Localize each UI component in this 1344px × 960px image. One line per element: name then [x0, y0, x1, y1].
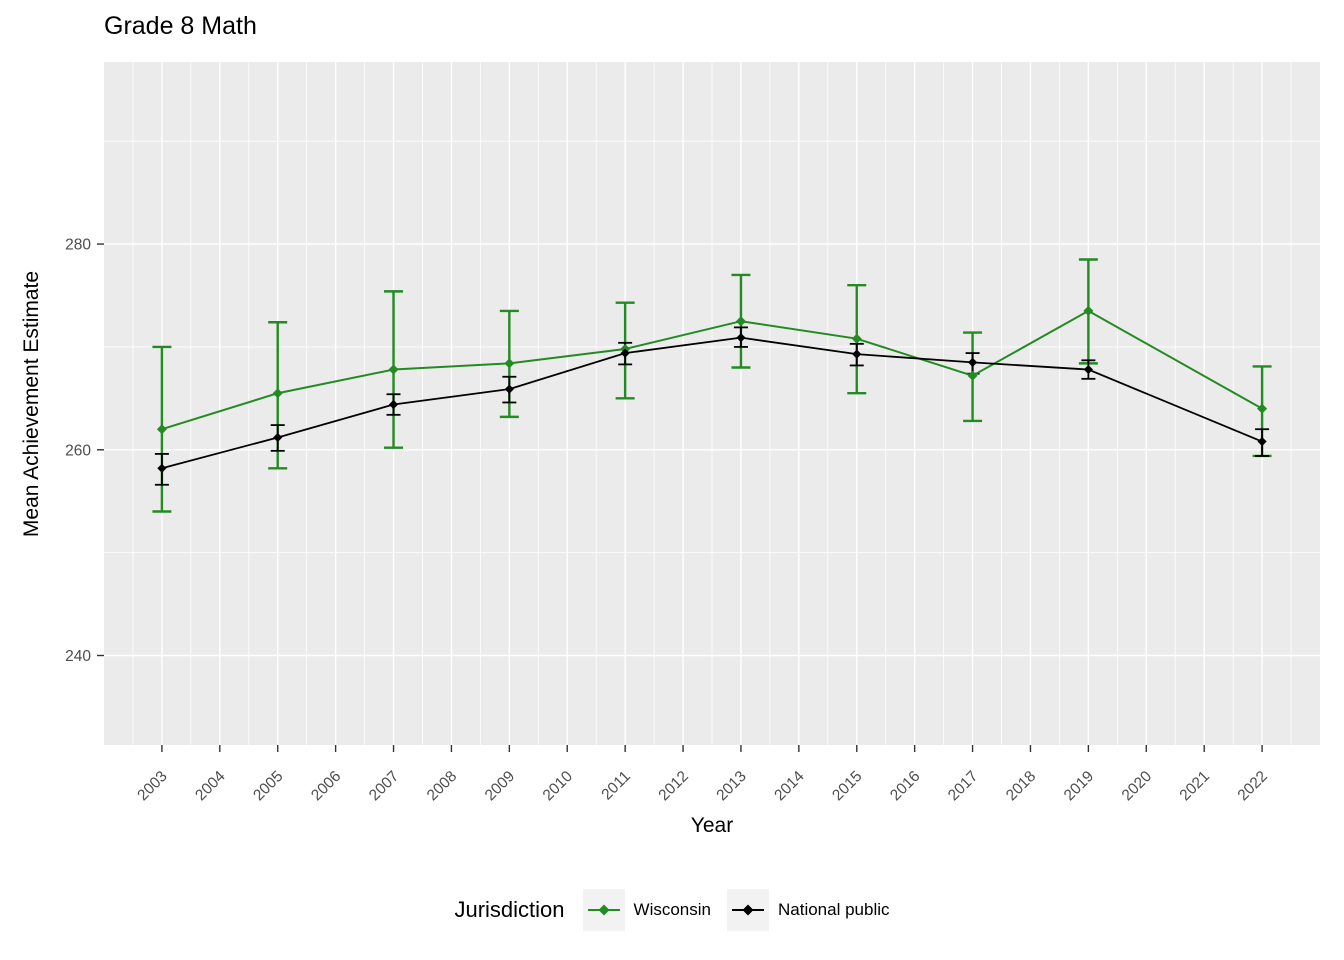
data-point — [157, 463, 167, 473]
x-tick-label: 2015 — [829, 768, 865, 804]
x-tick-label: 2003 — [134, 768, 170, 804]
series-line — [161, 336, 1263, 470]
x-tick-label: 2022 — [1235, 768, 1271, 804]
data-point — [504, 358, 515, 369]
x-tick-label: 2019 — [1061, 768, 1097, 804]
legend-key-glyph — [732, 904, 764, 916]
x-tick-label: 2016 — [887, 768, 923, 804]
data-point — [852, 349, 862, 359]
x-axis-title: Year — [690, 814, 734, 837]
x-tick-label: 2010 — [540, 768, 577, 805]
data-point — [273, 432, 283, 443]
data-point — [388, 399, 399, 410]
legend-key — [727, 889, 769, 931]
legend-key — [582, 889, 625, 931]
data-point — [1083, 305, 1094, 316]
x-tick-label: 2018 — [1003, 768, 1039, 804]
data-point — [967, 357, 978, 367]
data-point — [851, 333, 862, 344]
legend-title: Jurisdiction — [454, 897, 565, 922]
x-tick-label: 2013 — [713, 768, 749, 804]
x-tick-label: 2007 — [366, 768, 402, 804]
y-axis-title: Mean Achievement Estimate — [20, 270, 43, 538]
data-point — [736, 333, 746, 343]
series-line — [161, 309, 1263, 431]
x-tick-label: 2012 — [655, 768, 691, 804]
legend-items: Wisconsin National public — [582, 889, 890, 931]
x-tick-label: 2009 — [482, 768, 518, 804]
data-point — [272, 388, 283, 399]
data-point — [156, 424, 167, 435]
data-point — [1257, 436, 1267, 447]
y-tick-label: 240 — [65, 648, 91, 665]
legend-item: National public — [727, 889, 890, 931]
x-tick-label: 2014 — [771, 768, 808, 805]
y-tick-label: 260 — [65, 442, 91, 459]
x-tick-label: 2011 — [598, 768, 634, 804]
data-point — [1083, 364, 1093, 375]
legend-key-glyph — [587, 904, 620, 916]
x-tick-label: 2021 — [1177, 768, 1213, 804]
legend-item-label: National public — [778, 900, 890, 919]
legend-item-label: Wisconsin — [633, 900, 711, 919]
x-tick-label: 2006 — [308, 768, 344, 804]
data-point — [735, 316, 746, 327]
data-point — [620, 348, 630, 358]
data-point — [504, 384, 514, 394]
x-tick-label: 2004 — [192, 768, 229, 805]
x-tick-label: 2005 — [250, 768, 286, 804]
x-tick-label: 2020 — [1119, 768, 1156, 805]
data-point — [1257, 403, 1268, 414]
data-point — [967, 370, 978, 381]
legend-item: Wisconsin — [582, 889, 711, 931]
x-tick-label: 2017 — [945, 768, 981, 804]
legend: Jurisdiction Wisconsin National public — [0, 884, 1344, 936]
chart-title: Grade 8 Math — [104, 12, 257, 40]
x-tick-label: 2008 — [424, 768, 460, 804]
data-point — [388, 364, 399, 375]
y-tick-label: 280 — [65, 237, 91, 254]
